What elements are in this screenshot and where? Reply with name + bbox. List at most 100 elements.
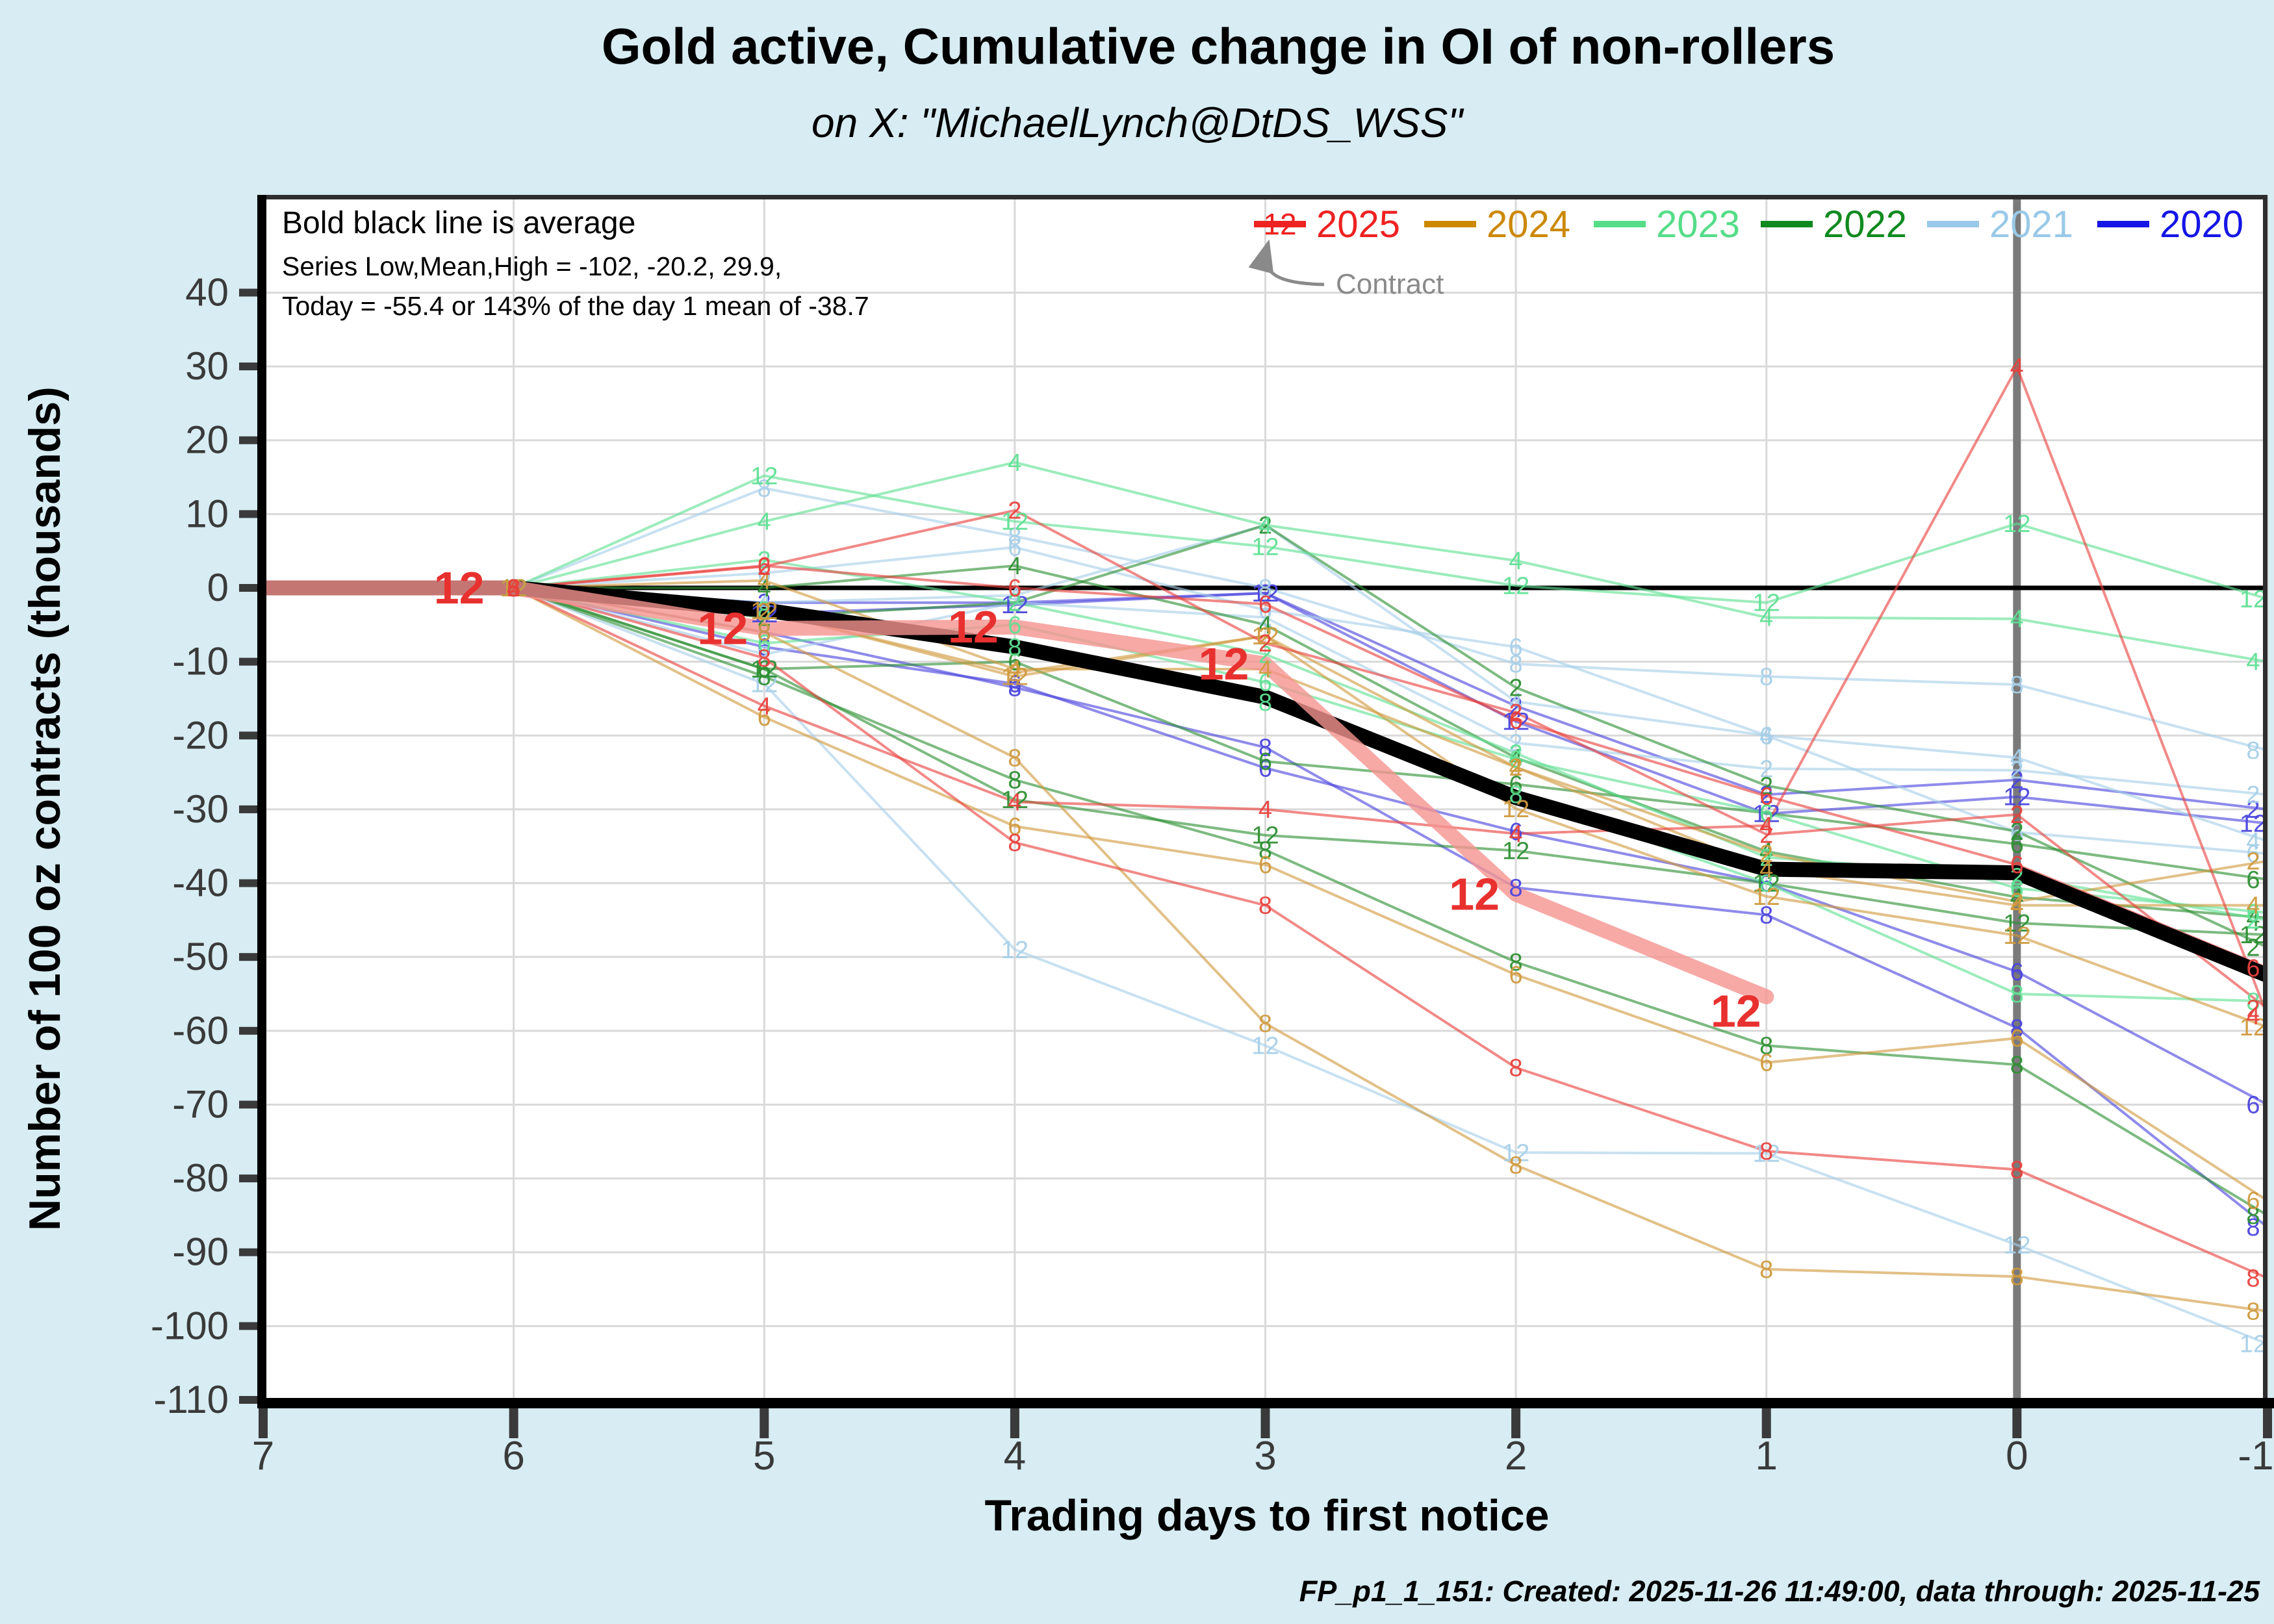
y-tick: [239, 657, 257, 666]
point-label: 8: [2246, 1265, 2260, 1292]
point-label: 2: [1509, 693, 1523, 720]
point-label: 2: [1509, 674, 1523, 702]
point-label: 8: [758, 619, 771, 646]
current-contract-label: 12: [948, 602, 999, 652]
point-label: 12: [2003, 784, 2030, 811]
point-label: 6: [1008, 575, 1021, 602]
point-label: 6: [1258, 755, 1272, 782]
point-label: 8: [2010, 672, 2024, 699]
point-label: 8: [2010, 1263, 2024, 1291]
current-contract-label: 12: [1449, 869, 1500, 920]
point-label: 8: [1759, 902, 1773, 929]
point-label: 8: [1759, 1033, 1773, 1060]
page-title: Gold active, Cumulative change in OI of …: [601, 18, 1835, 75]
point-label: 4: [758, 590, 771, 617]
point-label: 8: [1258, 1010, 1272, 1037]
average-point: [2011, 867, 2023, 879]
point-label: 6: [758, 560, 771, 587]
point-label: 6: [1509, 771, 1523, 798]
point-label: 8: [1008, 744, 1021, 772]
point-label: 6: [1759, 1050, 1773, 1077]
point-label: 8: [507, 575, 520, 602]
point-label: 2: [758, 553, 771, 581]
point-label: 6: [507, 575, 520, 602]
point-label: 2: [1258, 604, 1272, 631]
series-line-2022-12: [263, 587, 2268, 937]
legend-label-2020: 2020: [2160, 203, 2243, 246]
point-label: 12: [1502, 838, 1529, 865]
point-label: 8: [758, 619, 771, 646]
x-tick: [1260, 1408, 1270, 1438]
y-tick: [239, 1395, 257, 1404]
x-tick-label: 4: [1004, 1434, 1026, 1478]
point-label: 4: [1509, 548, 1523, 575]
x-tick: [1761, 1408, 1771, 1438]
point-label: 6: [2010, 852, 2024, 879]
stats-info-box: Bold black line is average Series Low,Me…: [282, 205, 869, 322]
point-label: 4: [758, 693, 771, 720]
point-label: 8: [1509, 651, 1523, 678]
y-tick: [239, 288, 257, 297]
y-tick: [239, 731, 257, 740]
point-label: 12: [1001, 663, 1028, 691]
x-tick: [509, 1408, 518, 1438]
point-label: 6: [758, 630, 771, 657]
point-label: 6: [2010, 959, 2024, 986]
point-label: 2: [1258, 580, 1272, 607]
point-label: 2: [2010, 863, 2024, 891]
x-tick: [2012, 1408, 2022, 1438]
point-label: 4: [1008, 450, 1021, 477]
top-spine: [263, 195, 2268, 199]
y-tick-label: 10: [185, 492, 229, 535]
point-label: 8: [2246, 737, 2260, 765]
point-label: 2: [2010, 767, 2024, 794]
current-contract-label: 12: [697, 603, 748, 653]
y-tick: [239, 510, 257, 518]
average-point: [1008, 641, 1021, 653]
point-label: 12: [1753, 870, 1780, 898]
point-label: 12: [2240, 810, 2267, 837]
y-tick-label: -10: [172, 640, 229, 683]
x-tick-label: 6: [502, 1434, 524, 1478]
average-point: [1510, 791, 1522, 804]
point-label: 4: [1509, 754, 1523, 781]
point-label: 2: [507, 575, 520, 602]
point-label: 2: [1509, 741, 1523, 768]
point-label: 2: [1759, 773, 1773, 800]
x-tick-label: 7: [252, 1434, 274, 1478]
point-label: 2: [1008, 590, 1021, 617]
series-line-2023-12: [263, 474, 2268, 604]
point-label: 4: [758, 575, 771, 602]
point-label: 12: [500, 575, 527, 602]
point-label: 12: [500, 575, 527, 602]
point-label: 8: [1509, 1055, 1523, 1082]
footer-credit: FP_p1_1_151: Created: 2025-11-26 11:49:0…: [1299, 1575, 2260, 1608]
y-tick: [239, 879, 257, 887]
point-label: 8: [1008, 674, 1021, 702]
point-label: 12: [1001, 509, 1028, 536]
info-line-today: Today = -55.4 or 143% of the day 1 mean …: [282, 291, 869, 321]
point-label: 12: [1251, 1033, 1279, 1060]
point-label: 12: [750, 463, 778, 490]
point-label: 6: [1258, 852, 1272, 879]
point-label: 2: [507, 575, 520, 602]
point-label: 4: [1759, 604, 1773, 631]
point-label: 12: [2003, 910, 2030, 937]
point-label: 12: [1251, 623, 1279, 650]
point-label: 4: [1258, 512, 1272, 539]
point-label: 4: [2246, 649, 2260, 676]
point-label: 4: [1759, 722, 1773, 750]
point-label: 6: [507, 575, 520, 602]
point-label: 2: [2246, 781, 2260, 809]
point-label: 2: [507, 575, 520, 602]
series-line-2023-4: [263, 461, 2268, 663]
info-line-low-mean-high: Series Low,Mean,High = -102, -20.2, 29.9…: [282, 251, 782, 281]
point-label: 12: [1753, 883, 1780, 911]
point-label: 6: [1509, 818, 1523, 846]
current-contract-label: 12: [1199, 639, 1249, 689]
point-label: 12: [1251, 580, 1279, 607]
point-label: 8: [1509, 781, 1523, 809]
y-tick-label: -110: [153, 1378, 229, 1421]
y-tick-label: 30: [185, 344, 229, 388]
